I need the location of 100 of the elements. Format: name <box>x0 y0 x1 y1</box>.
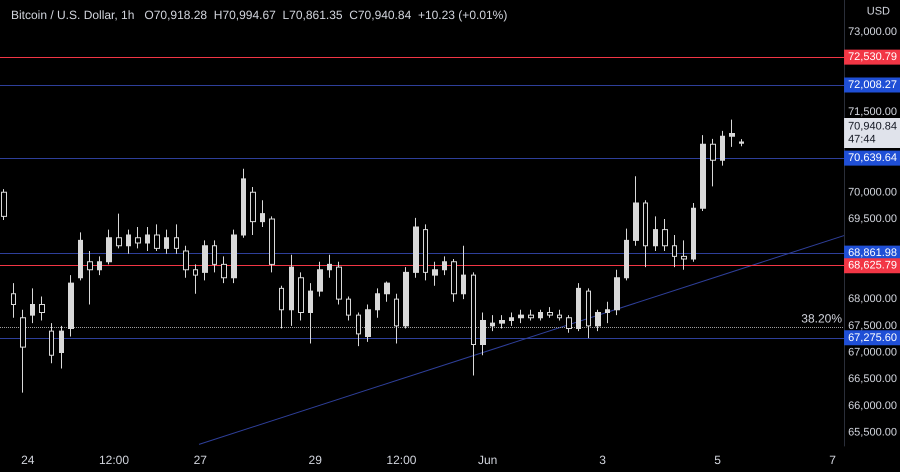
candlestick <box>317 261 323 297</box>
y-tick-label: 71,500.00 <box>848 106 897 118</box>
x-tick-label: 12:00 <box>98 453 130 467</box>
candlestick <box>739 138 744 147</box>
candlestick <box>672 234 677 268</box>
candlestick <box>59 325 64 370</box>
annotation: 38.20% <box>801 311 842 326</box>
candlestick <box>528 309 534 321</box>
candlestick <box>39 296 45 321</box>
candlestick <box>509 312 514 326</box>
ref-line-label: 72,530.79 <box>848 51 897 64</box>
candlestick <box>394 293 399 344</box>
candlestick <box>614 269 620 316</box>
candlestick <box>624 228 629 281</box>
candlestick <box>595 309 601 332</box>
candlestick <box>135 226 141 249</box>
candlestick <box>154 224 160 252</box>
candlestick <box>662 218 668 252</box>
candlestick <box>557 309 562 321</box>
candlestick <box>356 312 361 347</box>
candlestick <box>605 301 610 324</box>
candlestick <box>423 224 428 281</box>
text: 70,940.84 <box>848 120 897 133</box>
candlestick <box>145 226 150 252</box>
candlestick <box>432 261 438 286</box>
y-tick-label: 69,500.00 <box>848 212 897 225</box>
candlestick <box>327 254 332 278</box>
candlestick <box>490 314 495 332</box>
candlestick <box>68 274 74 338</box>
y-tick-label: 65,500.00 <box>848 426 897 439</box>
candlestick <box>691 202 696 262</box>
y-tick-label: 66,000.00 <box>848 400 897 412</box>
candlestick <box>375 288 380 318</box>
candlestick <box>202 240 208 281</box>
candlestick <box>279 285 284 329</box>
candlestick <box>212 240 217 273</box>
candlestick <box>308 282 313 344</box>
x-tick-label: 3 <box>599 453 606 467</box>
y-tick-label: 67,000.00 <box>848 346 897 359</box>
candlestick <box>633 176 639 246</box>
candlestick <box>78 232 83 281</box>
x-tick-label: 7 <box>829 453 836 467</box>
candlestick <box>403 266 409 329</box>
candlestick <box>365 304 371 342</box>
candlestick <box>566 314 572 334</box>
candlestick <box>710 138 716 187</box>
candlestick <box>720 130 725 166</box>
candlestick <box>174 224 179 254</box>
candlestick <box>231 229 237 284</box>
candlestick <box>164 229 169 254</box>
candlestick <box>538 309 543 321</box>
y-axis-title: USD <box>866 6 890 18</box>
candlestick <box>241 168 246 238</box>
x-tick-label: 29 <box>308 453 322 467</box>
ref-line-label: 68,861.98 <box>848 247 897 260</box>
candlestick <box>653 216 658 252</box>
candlestick <box>193 264 198 294</box>
candlestick <box>499 314 505 329</box>
y-tick-label: 66,500.00 <box>848 373 897 386</box>
candlestick <box>547 306 553 318</box>
candlestick <box>87 250 93 305</box>
candlestick <box>729 119 735 148</box>
y-tick-label: 67,500.00 <box>848 320 897 332</box>
candlestick <box>586 288 591 339</box>
candlestick <box>346 296 351 321</box>
candlestick <box>518 309 524 324</box>
candlestick <box>97 256 102 276</box>
y-tick-label: 73,000.00 <box>848 26 897 38</box>
candlestick <box>413 217 419 278</box>
y-tick-label: 68,000.00 <box>848 293 897 306</box>
y-tick-label: 70,000.00 <box>848 186 897 198</box>
candlestick <box>442 256 447 276</box>
candlestick <box>451 258 457 302</box>
candlestick <box>643 200 648 268</box>
candlestick <box>269 216 275 273</box>
text: 47:44 <box>848 134 876 146</box>
candlestick <box>700 134 706 212</box>
candlestick <box>480 312 486 356</box>
candlestick <box>116 213 122 249</box>
candlestick <box>126 229 131 254</box>
candlestick <box>30 288 35 324</box>
x-tick-label: 24 <box>21 453 35 467</box>
candlestick <box>20 309 26 394</box>
ref-line-label: 70,639.64 <box>848 152 897 164</box>
x-tick-label: 27 <box>194 453 208 467</box>
candlestick <box>260 200 265 228</box>
candlestick <box>1 188 7 221</box>
x-tick-label: 5 <box>714 453 722 467</box>
candlestick <box>11 282 16 318</box>
candlestick <box>106 229 112 265</box>
ref-line-label: 72,008.27 <box>848 79 897 92</box>
ref-line-label: 67,275.60 <box>848 332 897 344</box>
candlestick <box>298 272 304 321</box>
ref-line-label: 68,625.79 <box>848 260 897 272</box>
candlestick <box>576 282 581 332</box>
candlestick <box>471 272 476 376</box>
candlestick <box>49 322 54 364</box>
x-tick-label: Jun <box>478 453 498 467</box>
candlestick <box>183 245 189 278</box>
candlestick <box>221 256 227 284</box>
